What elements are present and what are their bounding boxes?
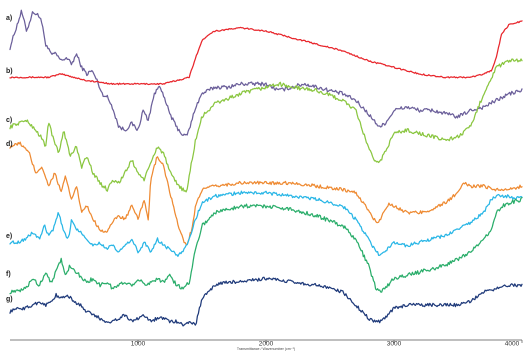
spectrum-line-c [9,58,523,193]
series-label-d: d) [6,141,13,148]
series-labels: a) b) c) d) e) f) g) [6,15,13,303]
series-label-b: b) [6,68,13,75]
spectrum-line-e [9,190,523,257]
spectrum-line-d [9,141,523,246]
series-label-a: a) [6,15,12,22]
x-tick-label: 1000 [131,341,146,348]
spectrum-line-a [9,9,523,137]
series-label-g: g) [6,296,13,303]
x-tick-label: 2000 [259,341,274,348]
x-tick-label: 3000 [387,341,402,348]
series-label-c: c) [6,117,12,124]
spectrum-line-g [9,276,523,327]
x-axis: 1000 2000 3000 4000 Transmittance / Wavenum… [10,339,523,351]
series-label-e: e) [6,233,12,240]
series-label-f: f) [6,271,11,278]
spectrum-line-b [9,20,523,86]
x-tick-label: 4000 [505,341,520,348]
x-axis-ticks: 1000 2000 3000 4000 [131,340,523,348]
spectra-traces [9,9,523,327]
x-axis-title: Transmittance / Wavenumber (cm⁻¹) [237,347,295,351]
spectrum-line-f [9,196,523,295]
